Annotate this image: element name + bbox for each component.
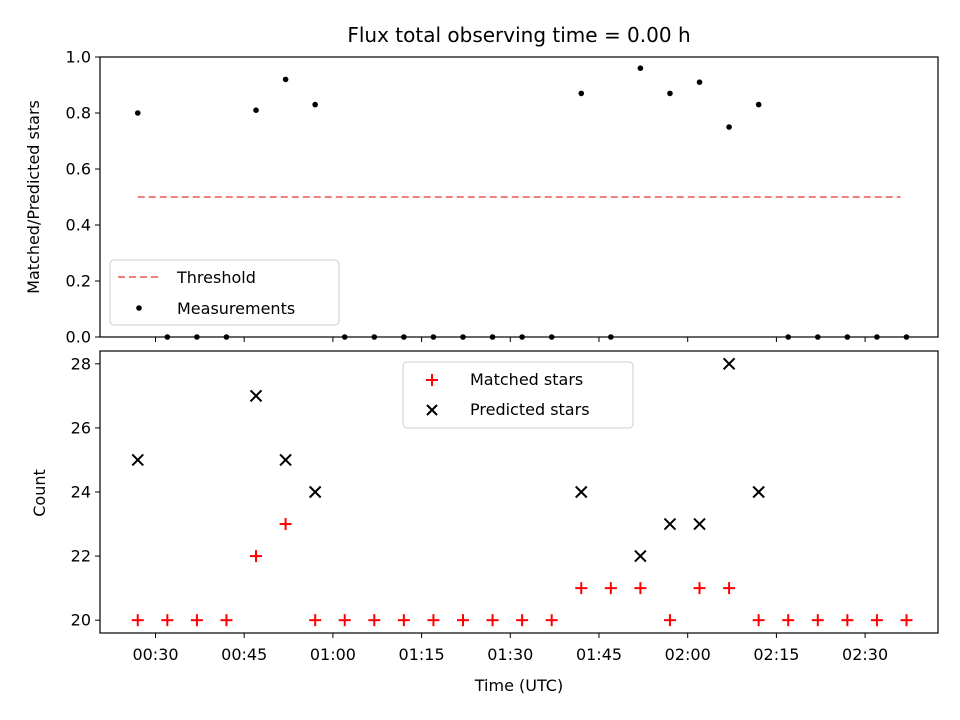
matched-star-point — [486, 614, 499, 627]
matched-star-point — [516, 614, 529, 627]
predicted-star-point — [279, 453, 292, 467]
legend-matched-swatch — [426, 374, 438, 386]
top-y-tick-label: 0.4 — [66, 216, 91, 235]
matched-star-point — [900, 614, 913, 627]
bottom-x-tick-label: 00:45 — [221, 645, 267, 664]
matched-star-point — [456, 614, 469, 627]
bottom-y-axis-label: Count — [30, 469, 49, 517]
matched-star-point — [663, 614, 676, 627]
matched-star-point — [368, 614, 381, 627]
top-y-axis-label: Matched/Predicted stars — [24, 100, 43, 294]
bottom-x-tick-label: 01:30 — [487, 645, 533, 664]
matched-star-point — [841, 614, 854, 627]
matched-star-point — [634, 582, 647, 595]
x-axis-label: Time (UTC) — [474, 676, 563, 695]
legend-measurements-label: Measurements — [177, 299, 295, 318]
legend-threshold-label: Threshold — [176, 268, 256, 287]
matched-star-point — [161, 614, 174, 627]
legend-measurements-swatch — [136, 305, 142, 311]
predicted-star-point — [752, 485, 765, 499]
matched-star-point — [782, 614, 795, 627]
matched-star-point — [250, 550, 263, 563]
top-panel: 0.0 0.2 0.4 0.6 0.8 1.0 Matched/Predicted sta… — [24, 48, 939, 347]
top-y-tick-label: 0.8 — [66, 104, 91, 123]
bottom-legend: Matched stars Predicted stars — [402, 361, 634, 429]
bottom-x-tick-label: 02:30 — [842, 645, 888, 664]
bottom-panel: 20 22 24 26 28 00:30 00:45 01:00 01:15 01:30 01:4… — [30, 350, 939, 695]
matched-star-point — [604, 582, 617, 595]
legend-predicted-swatch — [426, 404, 438, 416]
bottom-legend-box — [402, 361, 634, 429]
measurement-point — [312, 101, 318, 108]
chart-title: Flux total observing time = 0.00 h — [347, 23, 690, 47]
measurement-point — [667, 90, 673, 97]
top-y-tick-label: 0.0 — [66, 328, 91, 347]
bottom-y-tick-label: 24 — [71, 483, 91, 502]
measurement-point — [726, 124, 732, 130]
matched-star-point — [693, 582, 706, 595]
predicted-star-point — [131, 453, 144, 467]
top-y-tick-label: 0.6 — [66, 160, 91, 179]
bottom-x-tick-label: 01:15 — [399, 645, 445, 664]
top-legend: Threshold Measurements — [109, 259, 340, 326]
matched-star-point — [811, 614, 824, 627]
predicted-star-point — [634, 549, 647, 563]
bottom-y-tick-label: 26 — [71, 418, 91, 437]
measurement-point — [253, 107, 259, 113]
matched-star-point — [220, 614, 233, 627]
predicted-star-point — [722, 357, 736, 371]
matched-star-point — [279, 518, 292, 531]
measurement-point — [282, 76, 289, 83]
matched-star-point — [338, 614, 351, 627]
predicted-star-point — [249, 389, 263, 403]
measurement-point — [755, 101, 762, 108]
predicted-star-point — [663, 517, 677, 531]
top-y-tick-label: 0.2 — [66, 272, 91, 291]
top-y-tick-label: 1.0 — [66, 48, 91, 67]
matched-star-point — [397, 614, 410, 627]
bottom-y-tick-label: 20 — [71, 611, 91, 630]
matched-star-point — [575, 582, 588, 595]
top-legend-box — [109, 259, 340, 326]
matched-star-point — [545, 614, 558, 627]
bottom-x-tick-label: 02:15 — [753, 645, 799, 664]
matched-star-point — [190, 614, 203, 627]
bottom-y-tick-label: 28 — [71, 354, 91, 373]
matched-star-point — [427, 614, 440, 627]
matched-star-point — [131, 614, 144, 627]
predicted-star-point — [575, 485, 588, 499]
legend-predicted-label: Predicted stars — [470, 400, 590, 419]
measurement-point — [578, 90, 585, 97]
bottom-x-tick-label: 02:00 — [665, 645, 711, 664]
matched-star-point — [309, 614, 322, 627]
bottom-x-tick-label: 01:00 — [310, 645, 356, 664]
measurement-point — [134, 110, 141, 116]
top-plot-frame — [99, 56, 939, 338]
bottom-y-tick-label: 22 — [71, 547, 91, 566]
bottom-x-tick-label: 00:30 — [132, 645, 178, 664]
matched-star-point — [870, 614, 883, 627]
measurement-point — [696, 79, 703, 85]
legend-matched-label: Matched stars — [470, 370, 583, 389]
matched-star-point — [723, 582, 736, 595]
matched-star-point — [752, 614, 765, 627]
predicted-star-point — [693, 517, 706, 531]
bottom-x-tick-label: 01:45 — [576, 645, 622, 664]
measurement-point — [637, 65, 644, 71]
predicted-star-point — [308, 485, 322, 499]
